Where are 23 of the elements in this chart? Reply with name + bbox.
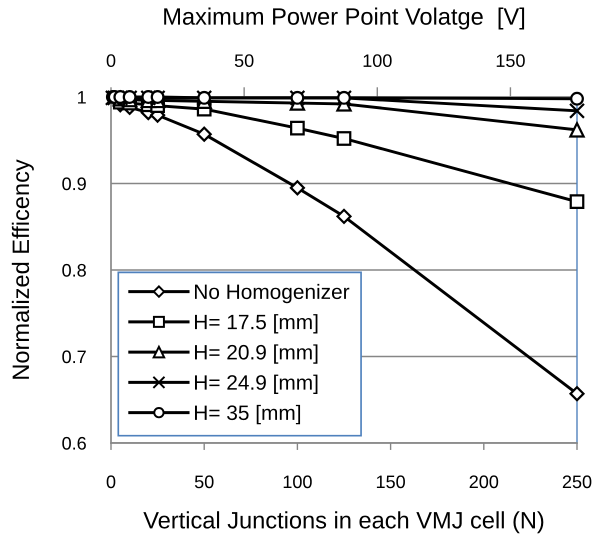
- legend-label: H= 20.9 [mm]: [195, 344, 318, 364]
- legend-label: H= 35 [mm]: [195, 404, 300, 424]
- x2-tick-label: 50: [234, 54, 254, 68]
- y-tick-label: 0.8: [62, 264, 86, 277]
- x-tick-label: 150: [376, 475, 405, 488]
- x2-tick-label: 100: [364, 54, 392, 68]
- x2-tick-label: 150: [496, 54, 525, 68]
- legend-label: H= 17.5 [mm]: [195, 314, 318, 334]
- x-tick-label: 200: [470, 475, 498, 488]
- y-tick-label: 0.6: [62, 436, 86, 450]
- legend-label: No Homogenizer: [195, 284, 350, 304]
- y-tick-label: 1: [78, 91, 86, 104]
- y-tick-label: 0.9: [62, 177, 86, 190]
- x-tick-label: 50: [194, 475, 214, 488]
- y-tick-label: 0.7: [62, 350, 86, 364]
- x-tick-label: 250: [562, 475, 592, 488]
- x-tick-label: 0: [106, 475, 116, 488]
- y-axis-title: Normalized Efficency: [12, 159, 34, 379]
- x2-axis-title: Maximum Power Point Volatge [V]: [164, 8, 524, 30]
- legend-label: H= 24.9 [mm]: [195, 374, 318, 394]
- x2-tick-label: 0: [106, 54, 116, 68]
- x-tick-label: 100: [284, 475, 312, 488]
- x-axis-title: Vertical Junctions in each VMJ cell (N): [143, 511, 544, 534]
